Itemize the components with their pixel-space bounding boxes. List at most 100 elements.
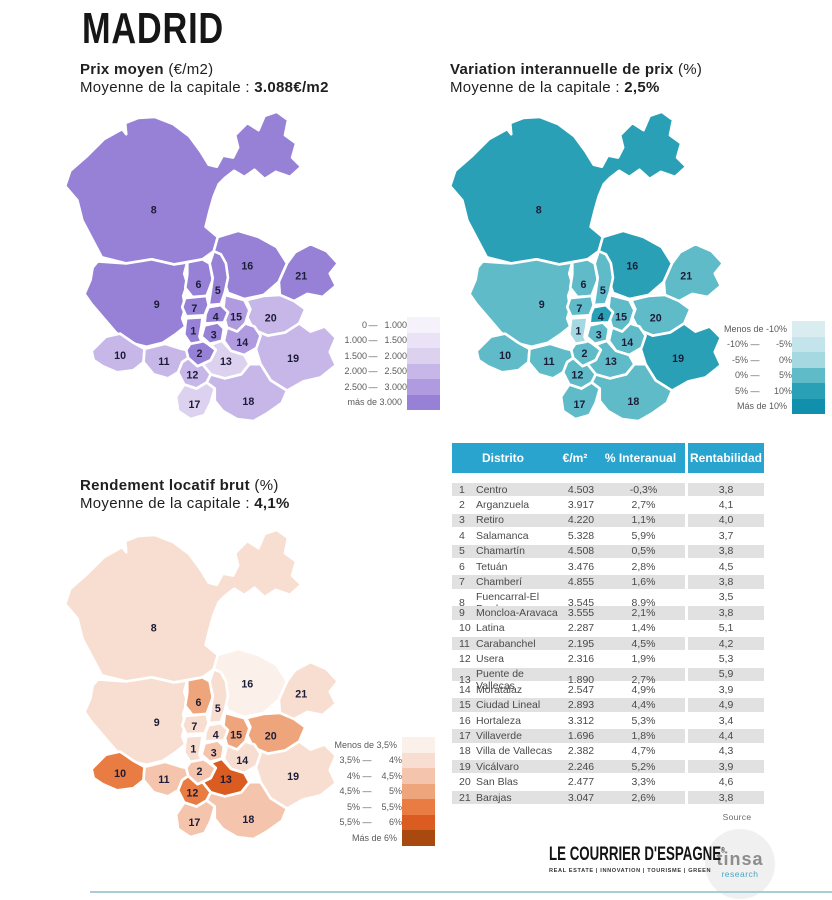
cell-rentabilidad: 3,5 (688, 591, 764, 607)
legend-swatch (402, 752, 435, 768)
cell-rentabilidad: 3,4 (688, 714, 764, 730)
legend-variation: Menos de -10% -10% — -5% -5% —0% 0% —5% 5% —10% Má… (718, 321, 825, 414)
district-label-4: 4 (213, 729, 219, 741)
cell-num: 19 (459, 760, 471, 773)
legend-swatch (792, 367, 825, 383)
map-price-title-unit: (€/m2) (163, 61, 214, 78)
legend-label-part: 0 (361, 319, 367, 330)
table-header-left-block: Distrito €/m² % Interanual (452, 443, 685, 473)
table-row: 13 Puente de Vallecas 1.890 2,7% 5,9 (452, 667, 764, 692)
table-header: Distrito €/m² % Interanual Rentabilidad (452, 443, 764, 473)
cell-eur: 3.555 (567, 606, 595, 619)
cell-num: 8 (459, 596, 465, 609)
cell-eur: 3.047 (567, 791, 595, 804)
legend-label-part: — (362, 770, 372, 781)
registered-mark: ® (721, 847, 725, 855)
legend-label-part: 2.000 (344, 366, 367, 377)
cell-eur: 1.890 (567, 673, 595, 686)
cell-num: 12 (459, 652, 471, 665)
district-label-21: 21 (295, 689, 307, 701)
cell-inter: 1,4% (631, 622, 656, 635)
district-label-4: 4 (598, 311, 604, 323)
district-label-14: 14 (236, 337, 248, 349)
district-label-8: 8 (151, 623, 157, 635)
cell-inter: 1,1% (631, 514, 656, 527)
table-row-left-block: 18 Villa de Vallecas 2.382 4,7% (452, 745, 685, 761)
cell-eur: 2.316 (567, 652, 595, 665)
table-row: 17 Villaverde 1.696 1,8% 4,4 (452, 729, 764, 745)
legend-label: 0— 1.000 (341, 317, 407, 333)
legend-label: 4% — 4,5% (332, 768, 402, 784)
table-row-left-block: 5 Chamartín 4.508 0,5% (452, 544, 685, 560)
district-shape-17 (174, 799, 217, 839)
legend-label-part: — (750, 370, 760, 381)
table-row-left-block: 16 Hortaleza 3.312 5,3% (452, 714, 685, 730)
tinsa-logo: tinsa research (705, 829, 775, 899)
cell-num: 6 (459, 560, 465, 573)
table-row-left-block: 14 Moratalaz 2.547 4,9% (452, 683, 685, 699)
table-row-left-block: 6 Tetuán 3.476 2,8% (452, 560, 685, 576)
cell-eur: 4.855 (567, 576, 595, 589)
cell-inter: 4,7% (631, 745, 656, 758)
legend-row: 5% — 10% (718, 383, 825, 399)
cell-name: Villaverde (476, 729, 522, 742)
district-shape-4 (588, 303, 615, 325)
district-label-6: 6 (196, 279, 202, 291)
district-shape-9 (83, 258, 189, 349)
cell-name: Carabanchel (476, 637, 536, 650)
district-label-14: 14 (236, 755, 248, 767)
table-row: 9 Moncloa-Aravaca 3.555 2,1% 3,8 (452, 606, 764, 622)
courrier-logo-tagline: REAL ESTATE | INNOVATION | TOURISME | GR… (549, 868, 712, 874)
table-row: 15 Ciudad Lineal 2.893 4,4% 4,9 (452, 698, 764, 714)
cell-rentabilidad: 4,9 (688, 698, 764, 714)
map-yield-average-value: 4,1% (254, 494, 290, 512)
district-label-14: 14 (621, 337, 633, 349)
cell-eur: 3.312 (567, 714, 595, 727)
legend-label-part: 5% (778, 370, 792, 381)
column-header-rentabilidad: Rentabilidad (688, 443, 764, 473)
legend-swatch (407, 394, 440, 410)
legend-label-part: — (750, 385, 760, 396)
legend-row: 0% — 5% (718, 367, 825, 383)
column-header-distrito: Distrito (482, 451, 524, 465)
cell-eur: 2.287 (567, 622, 595, 635)
legend-label-part: Más de 6% (351, 832, 397, 843)
map-yield-title-bold: Rendement locatif brut (80, 477, 250, 494)
table-row: 11 Carabanchel 2.195 4,5% 4,2 (452, 636, 764, 653)
legend-label-part: 4% (388, 755, 402, 766)
table-row-left-block: 20 San Blas 2.477 3,3% (452, 775, 685, 791)
district-shape-9 (83, 676, 189, 767)
district-label-11: 11 (158, 356, 169, 368)
table-row: 7 Chamberí 4.855 1,6% 3,8 (452, 575, 764, 591)
district-label-1: 1 (190, 744, 196, 756)
district-label-6: 6 (581, 279, 587, 291)
district-label-15: 15 (230, 729, 242, 741)
legend-row: -10% — -5% (718, 336, 825, 352)
district-shape-21 (277, 660, 340, 721)
legend-row: Menos de -10% (718, 321, 825, 337)
district-shape-1 (182, 316, 204, 346)
legend-swatch (407, 363, 440, 379)
legend-swatch (792, 398, 825, 414)
table-row: 5 Chamartín 4.508 0,5% 3,8 (452, 544, 764, 560)
source-label: Source (722, 812, 752, 822)
legend-label: Más de 10% (718, 399, 792, 415)
legend-label-part: — (362, 755, 372, 766)
legend-label-part: — (368, 350, 378, 361)
district-label-5: 5 (215, 703, 221, 715)
legend-swatch (402, 783, 435, 799)
legend-row: 4% — 4,5% (332, 768, 435, 784)
district-shape-4 (203, 303, 230, 325)
district-label-20: 20 (265, 730, 277, 742)
district-label-11: 11 (158, 774, 169, 786)
legend-row: Menos de 3,5% (332, 737, 435, 753)
legend-label: Menos de -10% (718, 321, 792, 337)
district-label-15: 15 (615, 311, 627, 323)
district-label-18: 18 (242, 396, 254, 408)
cell-inter: -0,3% (629, 483, 658, 496)
district-label-19: 19 (287, 771, 299, 783)
cell-rentabilidad: 3,8 (688, 606, 764, 622)
legend-label: 1.000— 1.500 (341, 333, 407, 349)
district-shape-8 (448, 110, 688, 266)
